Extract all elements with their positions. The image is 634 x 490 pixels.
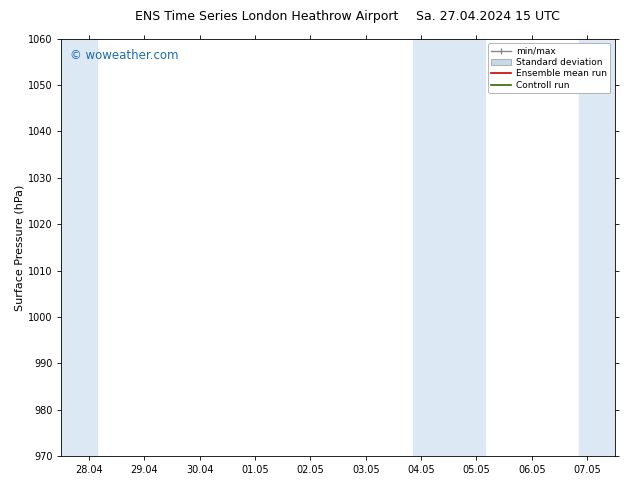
Text: ENS Time Series London Heathrow Airport: ENS Time Series London Heathrow Airport (134, 10, 398, 23)
Text: Sa. 27.04.2024 15 UTC: Sa. 27.04.2024 15 UTC (417, 10, 560, 23)
Bar (61, 39, 98, 456)
Legend: min/max, Standard deviation, Ensemble mean run, Controll run: min/max, Standard deviation, Ensemble me… (488, 43, 611, 93)
Bar (413, 39, 485, 456)
Text: © woweather.com: © woweather.com (70, 49, 178, 62)
Y-axis label: Surface Pressure (hPa): Surface Pressure (hPa) (15, 184, 25, 311)
Bar (579, 39, 615, 456)
